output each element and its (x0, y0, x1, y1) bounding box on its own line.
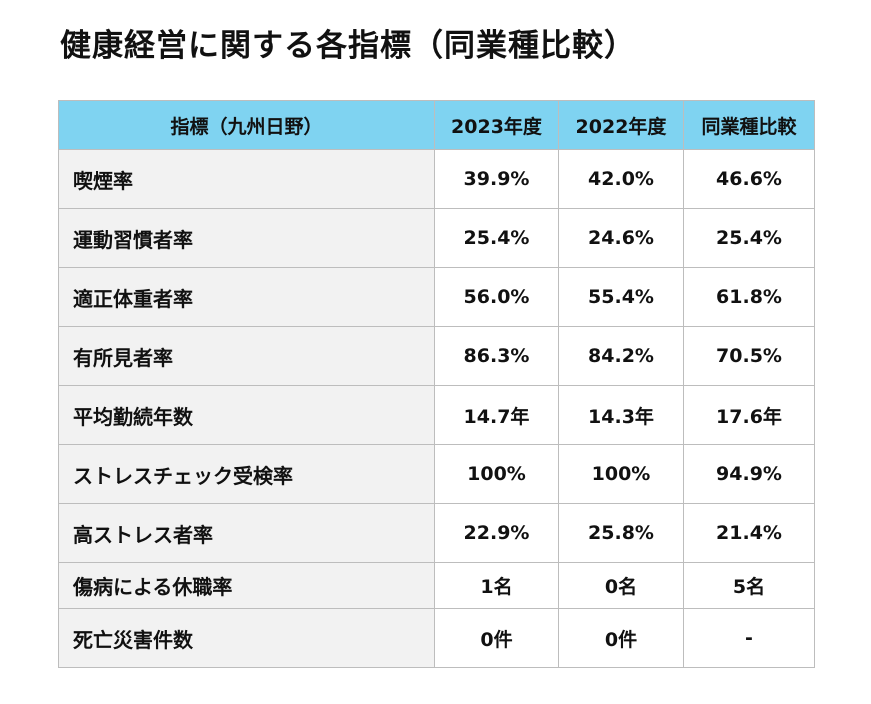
value-2022: 55.4% (558, 267, 684, 327)
value-2022: 0名 (558, 562, 684, 609)
value-2022: 0件 (558, 608, 684, 668)
row-label: 喫煙率 (58, 149, 435, 209)
value-2023: 86.3% (434, 326, 559, 386)
value-2022: 14.3年 (558, 385, 684, 445)
table-row: 適正体重者率 56.0% 55.4% 61.8% (58, 267, 815, 327)
table-header-row: 指標（九州日野） 2023年度 2022年度 同業種比較 (58, 100, 815, 150)
value-2022: 84.2% (558, 326, 684, 386)
value-industry: 46.6% (683, 149, 815, 209)
row-label: 運動習慣者率 (58, 208, 435, 268)
row-label: 死亡災害件数 (58, 608, 435, 668)
table-row: 死亡災害件数 0件 0件 - (58, 608, 815, 668)
value-2023: 25.4% (434, 208, 559, 268)
health-metrics-table: 指標（九州日野） 2023年度 2022年度 同業種比較 喫煙率 39.9% 4… (58, 100, 815, 668)
table-row: ストレスチェック受検率 100% 100% 94.9% (58, 444, 815, 504)
value-2023: 0件 (434, 608, 559, 668)
value-industry: 21.4% (683, 503, 815, 563)
value-industry: 94.9% (683, 444, 815, 504)
value-2023: 39.9% (434, 149, 559, 209)
page-title: 健康経営に関する各指標（同業種比較） (60, 28, 636, 64)
row-label: 有所見者率 (58, 326, 435, 386)
table-row: 平均勤続年数 14.7年 14.3年 17.6年 (58, 385, 815, 445)
value-industry: 17.6年 (683, 385, 815, 445)
value-2023: 1名 (434, 562, 559, 609)
table-row: 喫煙率 39.9% 42.0% 46.6% (58, 149, 815, 209)
value-industry: - (683, 608, 815, 668)
value-2022: 42.0% (558, 149, 684, 209)
value-industry: 25.4% (683, 208, 815, 268)
value-2022: 100% (558, 444, 684, 504)
table-row: 高ストレス者率 22.9% 25.8% 21.4% (58, 503, 815, 563)
value-industry: 5名 (683, 562, 815, 609)
value-2022: 25.8% (558, 503, 684, 563)
table-row: 運動習慣者率 25.4% 24.6% 25.4% (58, 208, 815, 268)
header-2022: 2022年度 (558, 100, 684, 150)
header-industry: 同業種比較 (683, 100, 815, 150)
table-row: 傷病による休職率 1名 0名 5名 (58, 562, 815, 609)
value-industry: 70.5% (683, 326, 815, 386)
header-indicator: 指標（九州日野） (58, 100, 435, 150)
value-2023: 14.7年 (434, 385, 559, 445)
row-label: 傷病による休職率 (58, 562, 435, 609)
row-label: ストレスチェック受検率 (58, 444, 435, 504)
row-label: 平均勤続年数 (58, 385, 435, 445)
value-2023: 56.0% (434, 267, 559, 327)
table-row: 有所見者率 86.3% 84.2% 70.5% (58, 326, 815, 386)
value-industry: 61.8% (683, 267, 815, 327)
value-2022: 24.6% (558, 208, 684, 268)
value-2023: 22.9% (434, 503, 559, 563)
header-2023: 2023年度 (434, 100, 559, 150)
value-2023: 100% (434, 444, 559, 504)
row-label: 適正体重者率 (58, 267, 435, 327)
row-label: 高ストレス者率 (58, 503, 435, 563)
